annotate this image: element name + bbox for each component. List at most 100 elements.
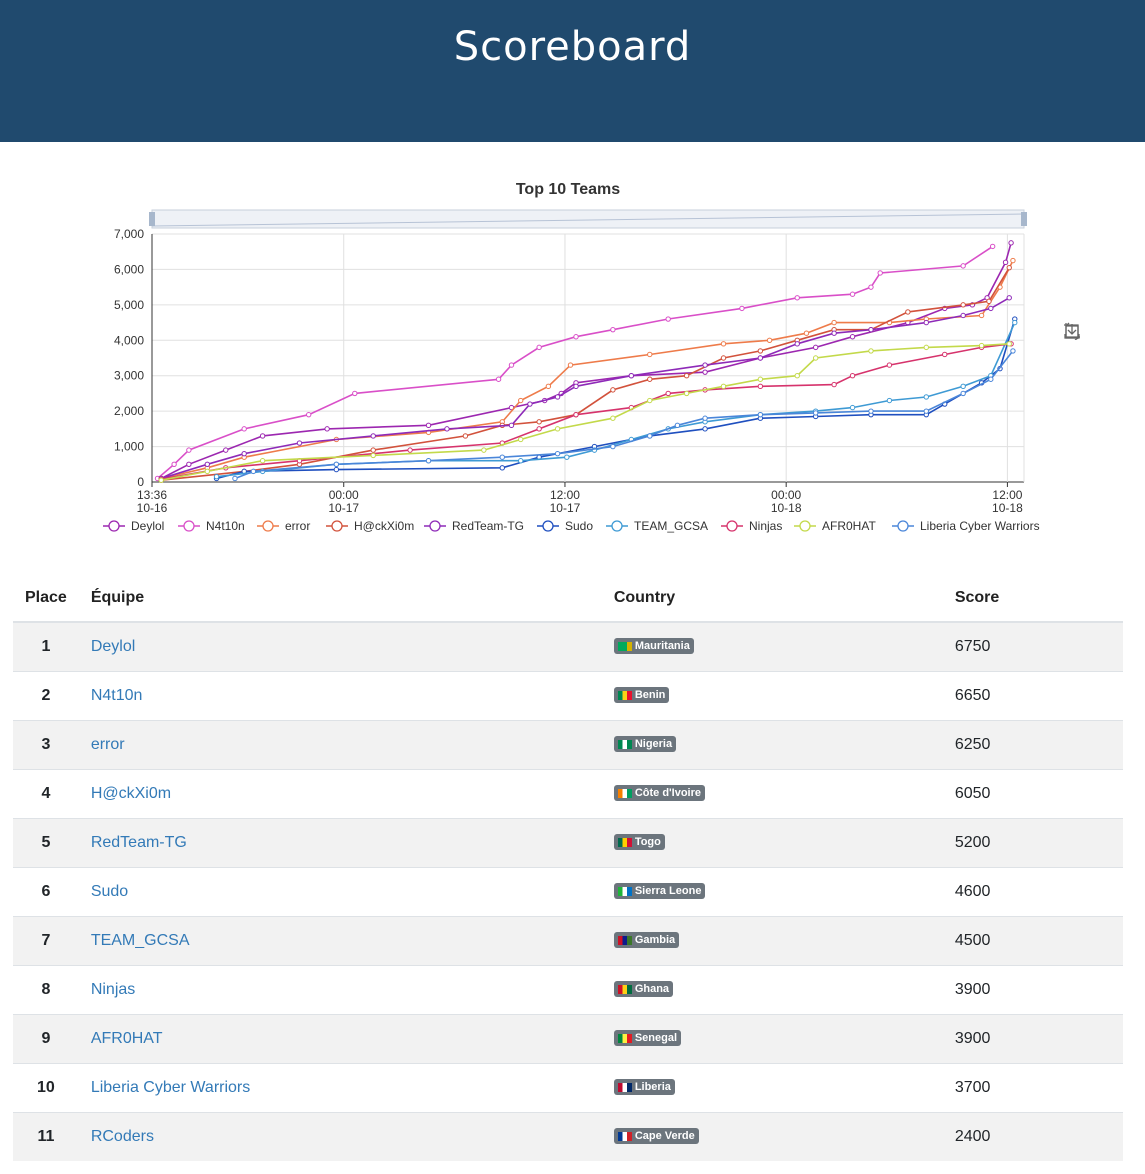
country-badge: Liberia xyxy=(613,1079,675,1095)
data-point xyxy=(757,355,764,361)
y-tick-label: 6,000 xyxy=(114,262,144,276)
team-cell: TEAM_GCSA xyxy=(78,915,602,965)
country-name: Côte d'Ivoire xyxy=(634,787,701,799)
data-point xyxy=(794,373,800,379)
x-tick-label: 10-18 xyxy=(992,501,1023,515)
data-point xyxy=(333,461,340,467)
team-link[interactable]: N4t10n xyxy=(90,686,143,704)
team-link[interactable]: error xyxy=(90,735,125,753)
score-cell: 3900 xyxy=(942,964,1123,1014)
country-badge: Cape Verde xyxy=(613,1128,699,1145)
data-point xyxy=(499,454,505,460)
flag-icon xyxy=(617,788,632,798)
table-row: 10 Liberia Cyber Warriors Liberia 3700 xyxy=(13,1062,1123,1112)
data-point xyxy=(757,411,764,418)
country-cell: Côte d'Ivoire xyxy=(601,768,943,818)
zoom-reset-icon[interactable] xyxy=(1065,322,1107,340)
data-point xyxy=(812,344,819,351)
country-badge: Côte d'Ivoire xyxy=(613,785,705,801)
legend-label: N4t10n xyxy=(206,519,245,533)
team-link[interactable]: RedTeam-TG xyxy=(90,833,187,851)
country-badge: Togo xyxy=(613,834,665,850)
score-cell: 6050 xyxy=(942,768,1123,818)
data-point xyxy=(296,440,303,446)
team-link[interactable]: RCoders xyxy=(90,1127,154,1145)
table-row: 6 Sudo Sierra Leone 4600 xyxy=(13,866,1123,916)
team-link[interactable]: Sudo xyxy=(90,882,129,900)
country-name: Mauritania xyxy=(634,640,690,653)
x-tick-label: 00:00 xyxy=(329,488,359,502)
team-cell: Ninjas xyxy=(78,964,602,1014)
country-cell: Sierra Leone xyxy=(601,866,943,916)
data-point xyxy=(545,383,552,390)
series-line xyxy=(216,318,1016,480)
data-point xyxy=(1010,257,1016,264)
data-point xyxy=(831,381,837,388)
data-point xyxy=(259,433,266,439)
data-point xyxy=(766,337,773,343)
table-header-row: Place Équipe Country Score xyxy=(13,575,1123,623)
data-point xyxy=(508,422,515,429)
team-cell: error xyxy=(78,719,602,769)
country-name: Ghana xyxy=(634,983,670,995)
data-point xyxy=(989,243,996,250)
country-badge: Benin xyxy=(613,687,670,703)
series-line xyxy=(160,242,1012,480)
data-point xyxy=(647,351,653,358)
data-point xyxy=(702,369,708,375)
legend-marker xyxy=(331,520,343,532)
table-row: 3 error Nigeria 6250 xyxy=(13,719,1123,769)
data-point xyxy=(223,447,229,453)
data-point xyxy=(573,411,579,418)
data-point xyxy=(960,312,966,319)
data-point xyxy=(886,397,893,404)
team-link[interactable]: Liberia Cyber Warriors xyxy=(90,1078,251,1096)
download-icon[interactable] xyxy=(1064,322,1133,340)
data-point xyxy=(960,390,966,397)
country-name: Gambia xyxy=(634,934,676,946)
country-name: Benin xyxy=(634,689,666,701)
data-point xyxy=(812,355,819,361)
x-tick-label: 10-17 xyxy=(550,501,581,515)
country-cell: Gambia xyxy=(601,915,943,965)
page-title: Scoreboard xyxy=(453,24,692,70)
y-tick-label: 7,000 xyxy=(114,227,144,241)
y-tick-label: 3,000 xyxy=(114,369,144,383)
team-link[interactable]: H@ckXi0m xyxy=(90,784,172,802)
legend-marker xyxy=(611,520,623,532)
scoreboard-table: Place Équipe Country Score 1 Deylol Maurit… xyxy=(13,575,1123,1161)
team-link[interactable]: Ninjas xyxy=(90,980,136,998)
country-cell: Nigeria xyxy=(601,719,943,769)
header-team: Équipe xyxy=(78,575,602,623)
place-cell: 4 xyxy=(13,768,79,818)
table-row: 11 RCoders Cape Verde 2400 xyxy=(13,1111,1123,1161)
score-cell: 5200 xyxy=(942,817,1123,867)
data-point xyxy=(877,270,883,276)
team-link[interactable]: TEAM_GCSA xyxy=(90,931,190,949)
country-name: Sierra Leone xyxy=(634,885,702,897)
data-point xyxy=(868,408,874,414)
table-row: 7 TEAM_GCSA Gambia 4500 xyxy=(13,915,1123,965)
data-point xyxy=(665,390,671,397)
data-point xyxy=(831,330,837,336)
data-point xyxy=(923,319,929,326)
country-cell: Mauritania xyxy=(601,621,943,671)
data-point xyxy=(960,263,966,269)
series-line xyxy=(216,322,1016,478)
legend-label: error xyxy=(285,519,310,533)
data-point xyxy=(702,426,708,432)
header-country: Country xyxy=(601,575,943,623)
data-point xyxy=(960,383,966,390)
country-badge: Senegal xyxy=(613,1030,681,1046)
team-link[interactable]: Deylol xyxy=(90,637,136,655)
data-point xyxy=(702,362,708,368)
place-cell: 11 xyxy=(13,1111,79,1161)
place-cell: 3 xyxy=(13,719,79,769)
data-point xyxy=(1012,319,1018,326)
data-point xyxy=(259,458,266,464)
x-tick-label: 12:00 xyxy=(992,488,1022,502)
data-point xyxy=(610,443,616,450)
team-link[interactable]: AFR0HAT xyxy=(90,1029,163,1047)
header-place: Place xyxy=(13,575,79,623)
data-point xyxy=(683,390,690,397)
